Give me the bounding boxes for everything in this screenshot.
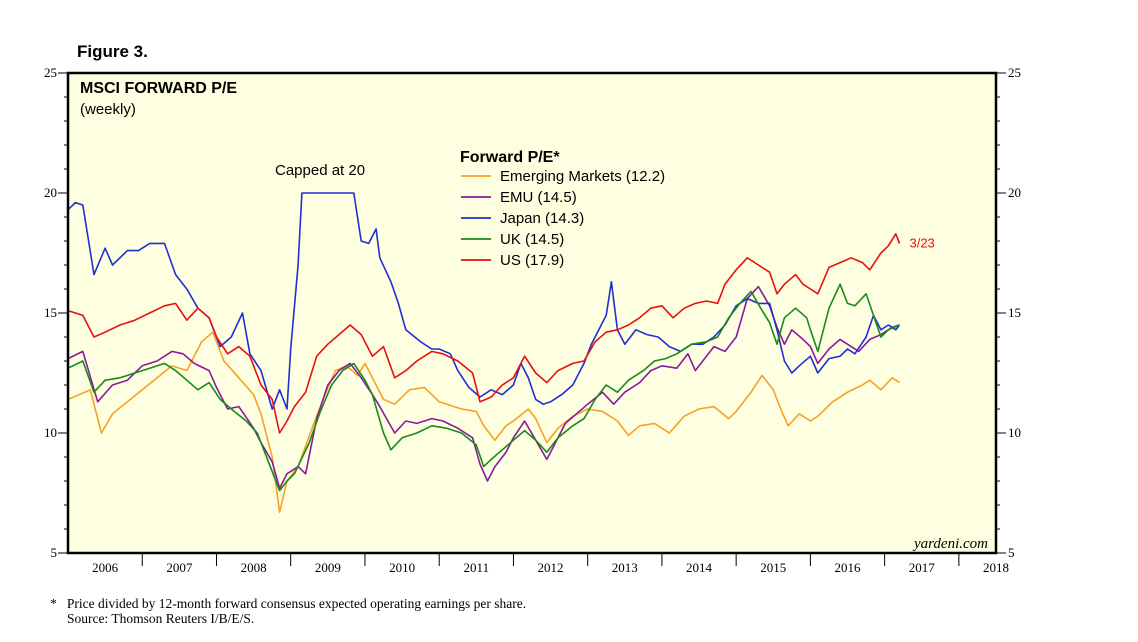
legend-label-japan: Japan (14.3) [500,210,584,227]
x-tick-label: 2017 [909,560,936,575]
legend: Forward P/E* Emerging Markets (12.2) EMU … [460,149,665,269]
series-line-emerging-markets [67,331,900,513]
x-tick-label: 2016 [835,560,862,575]
series-lines [67,192,901,513]
footnote-text: Price divided by 12-month forward consen… [66,596,527,611]
legend-title: Forward P/E* [460,149,560,166]
legend-label-uk: UK (14.5) [500,231,564,248]
x-tick-label: 2011 [464,560,490,575]
x-tick-label: 2013 [612,560,638,575]
chart-subtitle: (weekly) [80,101,136,118]
chart-title: MSCI FORWARD P/E [80,80,237,97]
y-tick-label-left: 5 [51,545,58,560]
y-tick-label-right: 25 [1008,65,1021,80]
y-tick-label-left: 25 [44,65,57,80]
footnote: * Price divided by 12-month forward cons… [50,596,526,626]
annotation-date: 3/23 [909,235,934,250]
y-tick-label-right: 10 [1008,425,1021,440]
source-note: Source: Thomson Reuters I/B/E/S. [67,611,255,626]
series-line-japan [67,192,901,410]
y-tick-label-left: 10 [44,425,57,440]
legend-label-emerging-markets: Emerging Markets (12.2) [500,168,665,185]
plot-frame [66,71,998,555]
x-tick-label: 2009 [315,560,341,575]
annotation-capped: Capped at 20 [275,162,365,179]
figure-label: Figure 3. [77,42,148,61]
plot-area [68,73,996,553]
x-tick-label: 2006 [92,560,119,575]
y-tick-label-left: 20 [44,185,57,200]
x-tick-label: 2014 [686,560,713,575]
x-tick-label: 2012 [538,560,564,575]
x-tick-label: 2015 [760,560,786,575]
y-axis-right: 5 10 15 20 25 [996,65,1021,560]
legend-label-us: US (17.9) [500,252,564,269]
watermark-yardeni: yardeni.com [912,536,988,552]
footnote-marker: * [50,596,57,611]
series-line-us [67,233,901,434]
series-line-uk [67,283,900,492]
x-tick-label: 2008 [241,560,267,575]
x-tick-label: 2010 [389,560,415,575]
x-axis: 2006 2007 2008 2009 2010 2011 2012 2013 2014 2015… [92,553,1009,575]
x-tick-label: 2018 [983,560,1009,575]
y-tick-label-right: 20 [1008,185,1021,200]
y-tick-label-right: 5 [1008,545,1015,560]
x-tick-label: 2007 [166,560,193,575]
y-axis-left: 5 10 15 20 25 [44,65,68,560]
y-tick-label-left: 15 [44,305,57,320]
legend-label-emu: EMU (14.5) [500,189,577,206]
y-tick-label-right: 15 [1008,305,1021,320]
